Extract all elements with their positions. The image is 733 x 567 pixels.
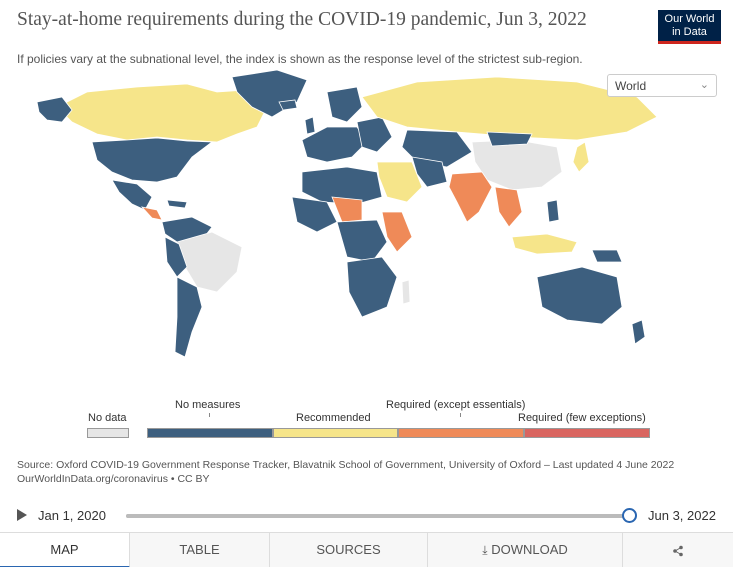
region-niger-chad[interactable] bbox=[331, 196, 363, 223]
region-china[interactable] bbox=[471, 139, 563, 191]
legend-tick bbox=[460, 413, 461, 417]
world-map[interactable] bbox=[17, 62, 717, 392]
region-alaska[interactable] bbox=[36, 96, 73, 123]
timeline-start-label: Jan 1, 2020 bbox=[38, 508, 106, 523]
region-mexico[interactable] bbox=[111, 179, 153, 211]
owid-logo[interactable]: Our World in Data bbox=[658, 10, 721, 44]
tab-table[interactable]: TABLE bbox=[130, 533, 270, 567]
region-select[interactable]: World ⌄ bbox=[607, 74, 717, 97]
region-argentina-chile[interactable] bbox=[174, 276, 203, 358]
timeline-end-label: Jun 3, 2022 bbox=[648, 508, 716, 523]
tab-sources-label: SOURCES bbox=[316, 542, 381, 557]
tab-download[interactable]: ⤓ DOWNLOAD bbox=[428, 533, 623, 567]
tab-table-label: TABLE bbox=[179, 542, 220, 557]
logo-line-2: in Data bbox=[672, 26, 707, 38]
timeline-handle[interactable] bbox=[622, 508, 637, 523]
region-uk[interactable] bbox=[304, 116, 316, 135]
region-central-africa[interactable] bbox=[336, 219, 388, 263]
legend-label-no-measures: No measures bbox=[175, 399, 241, 411]
source-line: Source: Oxford COVID-19 Government Respo… bbox=[17, 459, 675, 471]
region-north-africa[interactable] bbox=[301, 166, 383, 205]
region-west-africa[interactable] bbox=[291, 196, 338, 233]
legend-tick bbox=[209, 413, 210, 417]
region-russia[interactable] bbox=[361, 76, 658, 141]
chart-title: Stay-at-home requirements during the COV… bbox=[17, 9, 587, 30]
tab-map-label: MAP bbox=[50, 542, 79, 557]
region-middle-east[interactable] bbox=[376, 161, 423, 203]
chart-tabs: MAP TABLE SOURCES ⤓ DOWNLOAD bbox=[0, 532, 733, 567]
region-brazil[interactable] bbox=[176, 231, 243, 293]
source-link[interactable]: OurWorldInData.org/coronavirus • CC BY bbox=[17, 473, 210, 485]
tab-share[interactable] bbox=[623, 533, 733, 567]
region-peru-bolivia[interactable] bbox=[164, 236, 188, 278]
region-select-value: World bbox=[615, 79, 647, 93]
region-iceland[interactable] bbox=[278, 99, 298, 111]
tab-map[interactable]: MAP bbox=[0, 533, 130, 567]
map-legend: No data No measures Recommended Required… bbox=[0, 395, 733, 445]
region-japan[interactable] bbox=[572, 141, 590, 173]
legend-swatch-no-measures[interactable] bbox=[147, 428, 273, 438]
chevron-down-icon: ⌄ bbox=[699, 79, 709, 91]
logo-line-1: Our World bbox=[664, 13, 715, 25]
region-indonesia[interactable] bbox=[511, 233, 578, 255]
legend-swatch-required-except-essentials[interactable] bbox=[398, 428, 524, 438]
download-icon: ⤓ bbox=[482, 543, 488, 557]
play-icon[interactable] bbox=[17, 509, 27, 521]
legend-label-no-data: No data bbox=[88, 412, 127, 424]
region-new-zealand[interactable] bbox=[631, 319, 646, 345]
region-caribbean[interactable] bbox=[166, 199, 188, 209]
region-iran[interactable] bbox=[411, 156, 448, 188]
region-canada[interactable] bbox=[56, 83, 268, 143]
legend-swatch-no-data[interactable] bbox=[87, 428, 129, 438]
region-india[interactable] bbox=[448, 171, 493, 223]
legend-swatch-required-few-exceptions[interactable] bbox=[524, 428, 650, 438]
timeline-track[interactable] bbox=[126, 514, 630, 518]
region-australia[interactable] bbox=[536, 266, 623, 325]
region-madagascar[interactable] bbox=[401, 279, 411, 305]
region-eastern-europe[interactable] bbox=[356, 116, 393, 153]
share-icon bbox=[673, 545, 683, 556]
tab-download-label: DOWNLOAD bbox=[491, 542, 568, 557]
region-philippines[interactable] bbox=[546, 199, 560, 223]
legend-label-recommended: Recommended bbox=[296, 412, 371, 424]
source-note: Source: Oxford COVID-19 Government Respo… bbox=[17, 459, 717, 485]
region-central-america[interactable] bbox=[140, 206, 163, 221]
region-central-asia[interactable] bbox=[401, 129, 473, 168]
legend-label-required-except-essentials: Required (except essentials) bbox=[386, 399, 526, 411]
region-southern-africa[interactable] bbox=[346, 256, 398, 318]
region-southeast-asia[interactable] bbox=[494, 186, 523, 228]
chart-subtitle: If policies vary at the subnational leve… bbox=[17, 52, 583, 66]
region-papua[interactable] bbox=[591, 249, 623, 263]
region-mongolia[interactable] bbox=[486, 131, 533, 147]
tab-sources[interactable]: SOURCES bbox=[270, 533, 428, 567]
timeline: Jan 1, 2020 Jun 3, 2022 bbox=[0, 505, 733, 527]
legend-swatch-recommended[interactable] bbox=[273, 428, 398, 438]
legend-label-required-few-exceptions: Required (few exceptions) bbox=[518, 412, 646, 424]
region-east-africa[interactable] bbox=[381, 211, 413, 253]
region-western-europe[interactable] bbox=[301, 126, 368, 163]
region-scandinavia[interactable] bbox=[326, 86, 363, 123]
timeline-fill bbox=[126, 514, 630, 518]
region-usa[interactable] bbox=[91, 137, 214, 183]
